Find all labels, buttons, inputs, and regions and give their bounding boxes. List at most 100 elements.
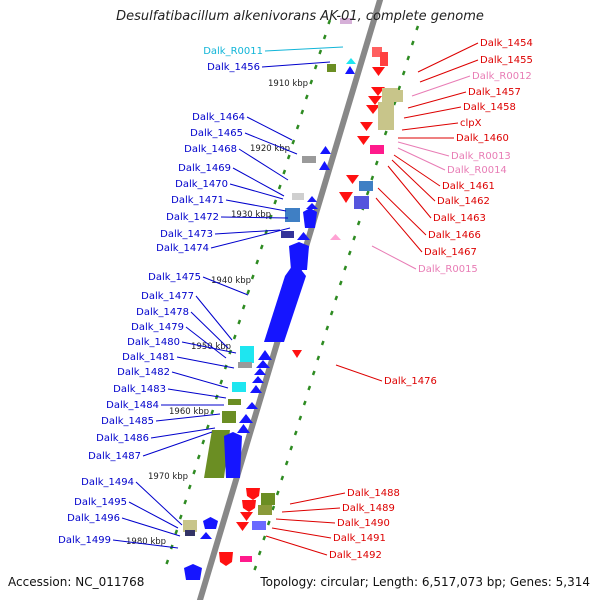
leader-line xyxy=(238,148,289,181)
scale-tick xyxy=(282,169,287,175)
label-dalk-1486: Dalk_1486 xyxy=(96,433,149,444)
scale-tick xyxy=(165,559,170,565)
scale-tick xyxy=(406,55,411,61)
leader-line xyxy=(377,187,427,236)
scale-tick xyxy=(397,85,402,91)
scale-tick xyxy=(286,154,291,160)
gene-feature xyxy=(382,88,398,102)
scale-tick xyxy=(356,220,361,226)
scale-tick xyxy=(293,430,298,436)
scale-tick xyxy=(205,424,210,430)
leader-line xyxy=(371,245,417,270)
scale-tick xyxy=(262,535,267,541)
leader-line xyxy=(275,518,336,524)
scale-tick xyxy=(232,334,237,340)
label-dalk-1491: Dalk_1491 xyxy=(333,533,386,544)
scale-tick xyxy=(325,325,330,331)
leader-line xyxy=(195,295,233,341)
label-dalk-1457: Dalk_1457 xyxy=(468,87,521,98)
scale-tick xyxy=(318,49,323,55)
scale-tick xyxy=(257,550,262,556)
gene-feature xyxy=(372,67,385,76)
label-dalk-1463: Dalk_1463 xyxy=(433,213,486,224)
gene-feature xyxy=(297,232,310,240)
gene-feature xyxy=(240,346,254,363)
label-dalk-1481: Dalk_1481 xyxy=(122,352,175,363)
label-dalk-1483: Dalk_1483 xyxy=(113,384,166,395)
scale-tick xyxy=(307,385,312,391)
gene-feature xyxy=(264,262,306,342)
scale-tick xyxy=(300,109,305,115)
scale-tick xyxy=(415,25,420,31)
gene-feature xyxy=(200,532,212,539)
leader-line xyxy=(417,42,479,73)
gene-feature xyxy=(306,203,318,209)
scale-tick xyxy=(401,70,406,76)
gene-feature xyxy=(219,552,233,566)
leader-line xyxy=(121,517,181,537)
scale-tick xyxy=(329,310,334,316)
gene-feature xyxy=(222,411,236,423)
leader-line xyxy=(185,326,227,359)
gene-feature xyxy=(246,402,258,409)
scale-tick xyxy=(237,319,242,325)
gene-feature xyxy=(258,350,272,360)
scale-tick xyxy=(352,235,357,241)
leader-line xyxy=(128,501,179,529)
label-dalk-1461: Dalk_1461 xyxy=(442,181,495,192)
gene-feature xyxy=(303,208,317,228)
gene-feature xyxy=(239,414,253,423)
label-dalk-1468: Dalk_1468 xyxy=(184,144,237,155)
leader-line xyxy=(112,539,179,549)
leader-line xyxy=(271,527,332,539)
gene-feature xyxy=(346,175,359,184)
gene-feature xyxy=(228,399,241,405)
gene-feature xyxy=(327,64,336,72)
leader-line xyxy=(190,311,229,349)
label-dalk-r0011: Dalk_R0011 xyxy=(203,46,263,57)
leader-line xyxy=(244,132,298,155)
gene-feature xyxy=(258,505,272,515)
scale-tick xyxy=(241,304,246,310)
label-dalk-1471: Dalk_1471 xyxy=(171,195,224,206)
gene-feature xyxy=(289,242,309,270)
scale-tick xyxy=(316,355,321,361)
scale-tick xyxy=(268,214,273,220)
scale-tick xyxy=(266,520,271,526)
scale-tick xyxy=(320,340,325,346)
gene-feature xyxy=(360,122,373,131)
scale-tick xyxy=(291,139,296,145)
leader-line xyxy=(181,341,237,354)
scale-tick xyxy=(309,79,314,85)
label-dalk-r0014: Dalk_R0014 xyxy=(447,165,507,176)
accession-text: Accession: NC_011768 xyxy=(8,575,145,589)
gene-feature xyxy=(236,522,249,531)
scale-tick xyxy=(289,445,294,451)
leader-line xyxy=(246,116,293,141)
gene-feature xyxy=(240,556,252,562)
label-dalk-1460: Dalk_1460 xyxy=(456,133,509,144)
gene-feature xyxy=(204,430,230,478)
scale-tick xyxy=(273,199,278,205)
gene-feature xyxy=(285,208,300,222)
gene-feature xyxy=(292,350,302,358)
gene-feature xyxy=(366,105,380,114)
gene-feature xyxy=(307,196,317,202)
scale-tick xyxy=(334,295,339,301)
leader-line xyxy=(393,154,441,187)
label-dalk-1492: Dalk_1492 xyxy=(329,550,382,561)
gene-feature xyxy=(242,500,256,512)
scale-tick xyxy=(343,265,348,271)
leader-line xyxy=(135,481,183,526)
scale-tick xyxy=(374,160,379,166)
scale-tick xyxy=(271,505,276,511)
scale-tick xyxy=(410,40,415,46)
gene-feature xyxy=(330,234,341,240)
leader-line xyxy=(397,141,450,157)
gene-feature xyxy=(183,520,197,532)
label-dalk-1462: Dalk_1462 xyxy=(437,196,490,207)
leader-line xyxy=(232,167,285,197)
scale-tick xyxy=(295,124,300,130)
gene-feature xyxy=(281,231,294,238)
